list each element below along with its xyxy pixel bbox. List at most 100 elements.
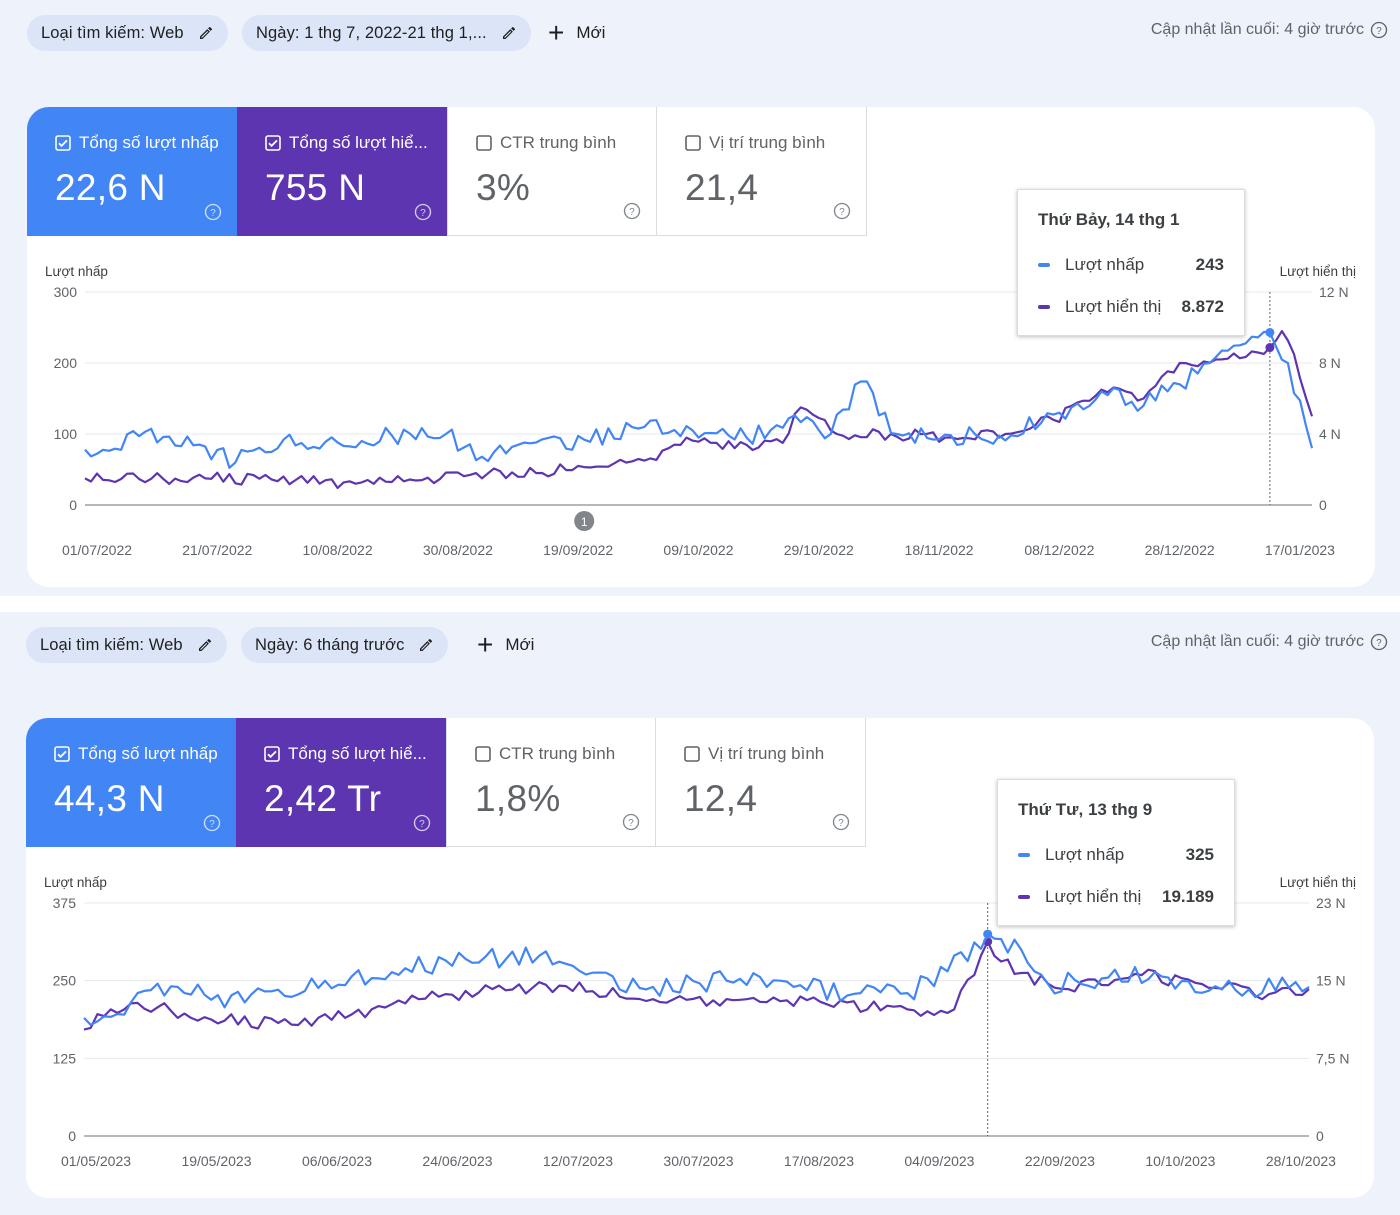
new-filter-button[interactable]: + Mới — [477, 627, 534, 663]
pencil-icon — [502, 26, 515, 39]
checkbox-icon[interactable] — [54, 746, 70, 762]
metric-value: 12,4 — [684, 778, 758, 819]
metric-label: Vị trí trung bình — [709, 133, 826, 152]
series-line-clicks — [83, 933, 1310, 1026]
metric-tile-total-impressions[interactable]: Tổng số lượt hiể... 755 N ? — [237, 107, 447, 236]
tooltip-row-impressions: Lượt hiển thị 8.872 — [1038, 286, 1224, 328]
last-updated: Cập nhật lần cuối: 4 giờ trước ? — [1151, 21, 1388, 39]
performance-chart[interactable]: 300 12 N 200 8 N 100 4 N 0 0 Lượt nhấp Lượt hiển … — [27, 107, 1375, 587]
date-filter-label: Ngày: 6 tháng trước — [255, 635, 405, 654]
metric-label: Tổng số lượt hiể... — [288, 744, 427, 763]
search-type-filter-chip[interactable]: Loại tìm kiếm: Web — [26, 627, 227, 663]
x-tick-label: 01/07/2022 — [62, 542, 132, 558]
checkbox-icon[interactable] — [265, 135, 281, 151]
metric-tile-total-clicks[interactable]: Tổng số lượt nhấp 44,3 N ? — [26, 718, 236, 847]
y-left-axis-label: Lượt nhấp — [44, 875, 107, 890]
metric-tile-total-clicks[interactable]: Tổng số lượt nhấp 22,6 N ? — [27, 107, 237, 236]
metric-value: 22,6 N — [55, 167, 166, 208]
x-tick-label: 19/05/2023 — [181, 1153, 251, 1169]
y-right-tick-label: 7,5 N — [1316, 1050, 1349, 1066]
performance-chart[interactable]: 375 23 N 250 15 N 125 7,5 N 0 0 Lượt nhấp Lượt hi… — [26, 718, 1374, 1198]
svg-text:?: ? — [420, 208, 426, 219]
x-tick-label: 28/10/2023 — [1266, 1153, 1336, 1169]
y-right-tick-label: 15 N — [1316, 973, 1346, 989]
checkbox-icon[interactable] — [685, 135, 701, 151]
x-tick-label: 17/01/2023 — [1265, 542, 1335, 558]
metric-value: 21,4 — [685, 167, 759, 208]
checkbox-icon[interactable] — [475, 746, 491, 762]
tooltip-series-value: 243 — [1195, 255, 1224, 274]
y-left-tick-label: 100 — [54, 426, 78, 442]
new-filter-label: Mới — [576, 23, 606, 42]
metric-label: Vị trí trung bình — [708, 744, 825, 763]
plus-icon: + — [477, 629, 494, 660]
metric-tile-average-position[interactable]: Vị trí trung bình 21,4 ? — [657, 107, 867, 236]
y-left-tick-label: 0 — [69, 497, 77, 513]
annotation-label: 1 — [581, 515, 588, 529]
last-updated-text: Cập nhật lần cuối: 4 giờ trước — [1150, 633, 1364, 650]
checkbox-icon[interactable] — [55, 135, 71, 151]
series-swatch — [1018, 895, 1030, 899]
search-type-filter-chip[interactable]: Loại tìm kiếm: Web — [27, 15, 228, 51]
tooltip-series-name: Lượt hiển thị — [1045, 887, 1142, 906]
x-tick-label: 12/07/2023 — [543, 1153, 613, 1169]
metric-tile-average-ctr[interactable]: CTR trung bình 1,8% ? — [446, 718, 656, 847]
pencil-icon — [198, 638, 211, 651]
x-tick-label: 09/10/2022 — [663, 542, 733, 558]
last-updated: Cập nhật lần cuối: 4 giờ trước ? — [1151, 633, 1388, 651]
x-tick-label: 24/06/2023 — [422, 1153, 492, 1169]
help-circle-icon[interactable]: ? — [204, 203, 222, 221]
help-circle-icon[interactable]: ? — [623, 202, 641, 220]
y-left-tick-label: 375 — [53, 895, 77, 911]
x-tick-label: 19/09/2022 — [543, 542, 613, 558]
pencil-icon — [199, 26, 212, 39]
date-filter-chip[interactable]: Ngày: 1 thg 7, 2022-21 thg 1,... — [242, 15, 531, 51]
metric-tile-average-ctr[interactable]: CTR trung bình 3% ? — [447, 107, 657, 236]
x-tick-label: 10/10/2023 — [1145, 1153, 1215, 1169]
metric-tile-total-impressions[interactable]: Tổng số lượt hiể... 2,42 Tr ? — [236, 718, 446, 847]
annotation-badge[interactable] — [574, 511, 595, 531]
y-right-tick-label: 0 — [1316, 1128, 1324, 1144]
new-filter-button[interactable]: + Mới — [548, 15, 605, 51]
help-circle-icon[interactable]: ? — [413, 814, 431, 832]
help-circle-icon[interactable]: ? — [1370, 633, 1388, 651]
date-filter-label: Ngày: 1 thg 7, 2022-21 thg 1,... — [256, 23, 487, 42]
hover-point-clicks — [983, 929, 993, 939]
svg-text:?: ? — [839, 207, 845, 218]
help-circle-icon[interactable]: ? — [1370, 21, 1388, 39]
x-tick-label: 29/10/2022 — [784, 542, 854, 558]
svg-text:?: ? — [209, 819, 215, 830]
svg-text:?: ? — [628, 818, 634, 829]
help-circle-icon[interactable]: ? — [622, 813, 640, 831]
help-circle-icon[interactable]: ? — [414, 203, 432, 221]
tooltip-series-value: 8.872 — [1181, 297, 1224, 316]
x-tick-label: 22/09/2023 — [1025, 1153, 1095, 1169]
tooltip-series-name: Lượt hiển thị — [1065, 297, 1162, 316]
checkbox-icon[interactable] — [476, 135, 492, 151]
date-filter-chip[interactable]: Ngày: 6 tháng trước — [241, 627, 449, 663]
y-right-tick-label: 8 N — [1319, 355, 1341, 371]
search-type-label: Loại tìm kiếm: Web — [41, 23, 184, 42]
checkbox-icon[interactable] — [684, 746, 700, 762]
tooltip-row-clicks: Lượt nhấp 243 — [1038, 244, 1224, 286]
help-circle-icon[interactable]: ? — [203, 814, 221, 832]
help-circle-icon[interactable]: ? — [832, 813, 850, 831]
annotation-marker-icon[interactable]: 1 — [574, 511, 595, 531]
tooltip-series-value: 19.189 — [1162, 887, 1214, 906]
y-left-tick-label: 300 — [54, 284, 78, 300]
y-right-tick-label: 23 N — [1316, 895, 1346, 911]
checkbox-icon[interactable] — [264, 746, 280, 762]
y-right-axis-label: Lượt hiển thị — [1280, 875, 1356, 890]
performance-card: Tổng số lượt nhấp 22,6 N ? Tổng số lượt … — [27, 107, 1375, 587]
chart-tooltip: Thứ Bảy, 14 thg 1 Lượt nhấp 243 Lượt hiển… — [1017, 189, 1245, 336]
x-tick-label: 18/11/2022 — [905, 542, 974, 558]
help-circle-icon[interactable]: ? — [833, 202, 851, 220]
pencil-icon — [420, 638, 433, 651]
chart-tooltip: Thứ Tư, 13 thg 9 Lượt nhấp 325 Lượt hiển … — [997, 779, 1235, 926]
tooltip-series-name: Lượt nhấp — [1065, 255, 1145, 274]
metric-label: Tổng số lượt nhấp — [78, 744, 218, 763]
tooltip-row-impressions: Lượt hiển thị 19.189 — [1018, 876, 1214, 918]
metric-tile-average-position[interactable]: Vị trí trung bình 12,4 ? — [656, 718, 866, 847]
y-right-axis-label: Lượt hiển thị — [1280, 264, 1356, 279]
metric-value: 755 N — [265, 167, 366, 208]
